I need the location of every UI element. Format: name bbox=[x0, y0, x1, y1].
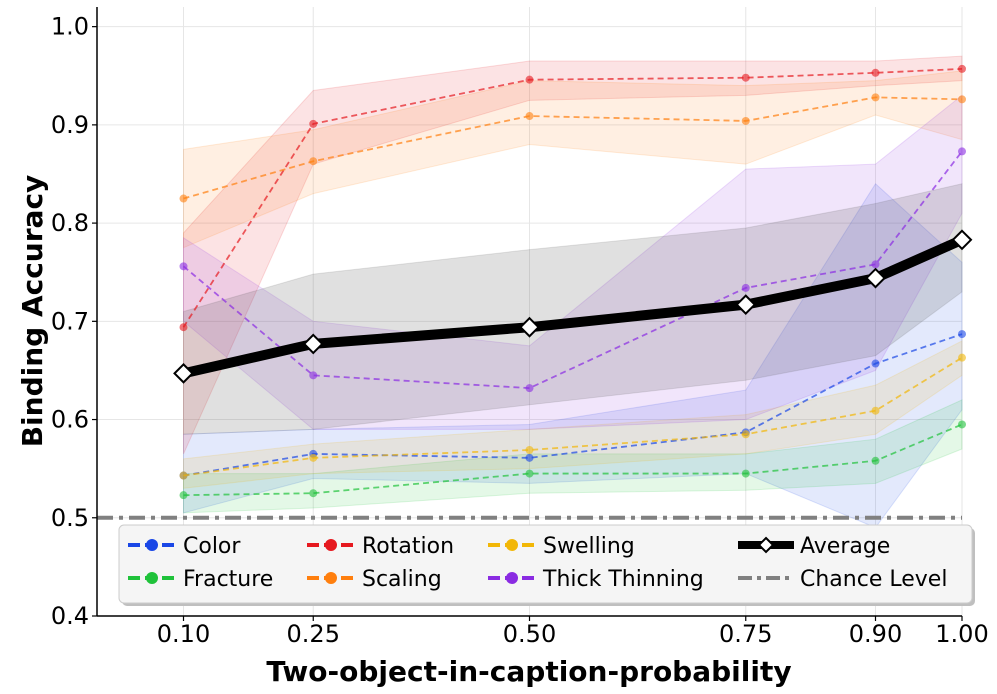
x-tick-label: 0.10 bbox=[157, 620, 210, 648]
band-swelling bbox=[183, 340, 963, 489]
point-fracture bbox=[871, 456, 880, 465]
legend-item-fracture: Fracture bbox=[128, 567, 273, 592]
point-thick-thinning bbox=[179, 262, 188, 271]
line-rotation bbox=[182, 67, 963, 328]
y-tick-label: 0.5 bbox=[51, 504, 89, 532]
legend-marker-scaling bbox=[325, 572, 337, 584]
point-rotation bbox=[741, 73, 750, 82]
point-thick-thinning bbox=[525, 384, 534, 393]
band-thick-thinning bbox=[183, 94, 963, 430]
point-average bbox=[519, 316, 540, 338]
point-scaling bbox=[871, 93, 880, 102]
legend: Color Fracture Rotation Scaling Swelling Thic… bbox=[118, 524, 975, 606]
line-scaling bbox=[183, 96, 963, 200]
line-thick-thinning bbox=[182, 150, 963, 390]
point-fracture bbox=[741, 469, 750, 478]
band-color bbox=[183, 183, 963, 529]
y-tick-label: 0.8 bbox=[51, 209, 89, 237]
y-axis-title: Binding Accuracy bbox=[16, 175, 49, 448]
point-fracture bbox=[525, 469, 534, 478]
point-swelling bbox=[309, 453, 318, 462]
x-tick-label: 0.90 bbox=[849, 620, 902, 648]
legend-item-average: Average bbox=[738, 534, 890, 559]
tick-labels: 0.4 0.5 0.6 0.7 0.8 0.9 1.0 0.10 0.25 0.50 0.75 0.9… bbox=[51, 13, 989, 648]
y-tick-label: 0.4 bbox=[51, 602, 89, 630]
legend-item-scaling: Scaling bbox=[307, 567, 442, 592]
point-swelling bbox=[179, 471, 188, 480]
y-tick-label: 1.0 bbox=[51, 13, 89, 41]
x-tick-label: 0.25 bbox=[287, 620, 340, 648]
point-rotation bbox=[958, 64, 966, 73]
point-thick-thinning bbox=[871, 260, 880, 269]
x-axis-title: Two-object-in-caption-probability bbox=[266, 655, 791, 688]
point-swelling bbox=[525, 445, 534, 454]
point-average bbox=[951, 229, 973, 251]
legend-marker-fracture bbox=[146, 572, 158, 584]
legend-item-thick-thinning: Thick Thinning bbox=[488, 567, 704, 592]
line-swelling bbox=[183, 356, 963, 477]
legend-label-chance-level: Chance Level bbox=[800, 567, 947, 592]
point-color bbox=[525, 453, 534, 462]
point-rotation bbox=[179, 323, 188, 332]
legend-marker-color bbox=[146, 539, 158, 551]
legend-item-swelling: Swelling bbox=[488, 534, 635, 559]
y-tick-label: 0.7 bbox=[51, 307, 89, 335]
point-fracture bbox=[179, 491, 188, 500]
x-tick-label: 0.50 bbox=[503, 620, 556, 648]
x-tick-label: 1.00 bbox=[935, 620, 988, 648]
legend-item-color: Color bbox=[128, 534, 241, 559]
point-average bbox=[865, 267, 886, 289]
point-swelling bbox=[871, 406, 880, 415]
confidence-bands bbox=[183, 55, 963, 529]
legend-marker-average bbox=[757, 536, 775, 554]
point-fracture bbox=[309, 489, 318, 498]
legend-label-scaling: Scaling bbox=[362, 567, 442, 592]
legend-label-color: Color bbox=[183, 534, 241, 559]
point-scaling bbox=[309, 157, 318, 166]
point-average bbox=[302, 333, 324, 355]
legend-marker-thick-thinning bbox=[506, 572, 518, 584]
point-swelling bbox=[958, 353, 966, 362]
line-fracture bbox=[183, 423, 963, 497]
legend-label-rotation: Rotation bbox=[362, 534, 454, 559]
point-scaling bbox=[179, 194, 188, 203]
y-tick-label: 0.6 bbox=[51, 406, 89, 434]
axes bbox=[92, 7, 963, 621]
legend-item-chance-level: Chance Level bbox=[738, 567, 947, 592]
point-swelling bbox=[741, 430, 750, 439]
point-thick-thinning bbox=[309, 371, 318, 380]
x-tick-label: 0.75 bbox=[719, 620, 772, 648]
band-average bbox=[183, 183, 963, 435]
point-thick-thinning bbox=[958, 147, 966, 156]
point-scaling bbox=[958, 95, 966, 104]
point-color bbox=[958, 330, 966, 339]
line-average bbox=[182, 235, 965, 379]
point-scaling bbox=[525, 112, 534, 121]
grid-layer bbox=[97, 7, 963, 617]
point-color bbox=[871, 359, 880, 368]
legend-marker-swelling bbox=[506, 539, 518, 551]
legend-label-average: Average bbox=[800, 534, 890, 559]
point-rotation bbox=[871, 68, 880, 77]
point-rotation bbox=[525, 75, 534, 84]
legend-item-rotation: Rotation bbox=[307, 534, 454, 559]
point-fracture bbox=[958, 420, 966, 429]
y-tick-label: 0.9 bbox=[51, 111, 89, 139]
legend-label-swelling: Swelling bbox=[543, 534, 635, 559]
point-average bbox=[173, 362, 194, 384]
legend-label-fracture: Fracture bbox=[183, 567, 273, 592]
legend-label-thick-thinning: Thick Thinning bbox=[542, 567, 704, 592]
point-rotation bbox=[309, 119, 318, 128]
series-lines bbox=[97, 64, 973, 520]
point-thick-thinning bbox=[741, 283, 750, 292]
point-average bbox=[735, 294, 757, 316]
point-scaling bbox=[741, 116, 750, 125]
legend-marker-rotation bbox=[325, 539, 337, 551]
